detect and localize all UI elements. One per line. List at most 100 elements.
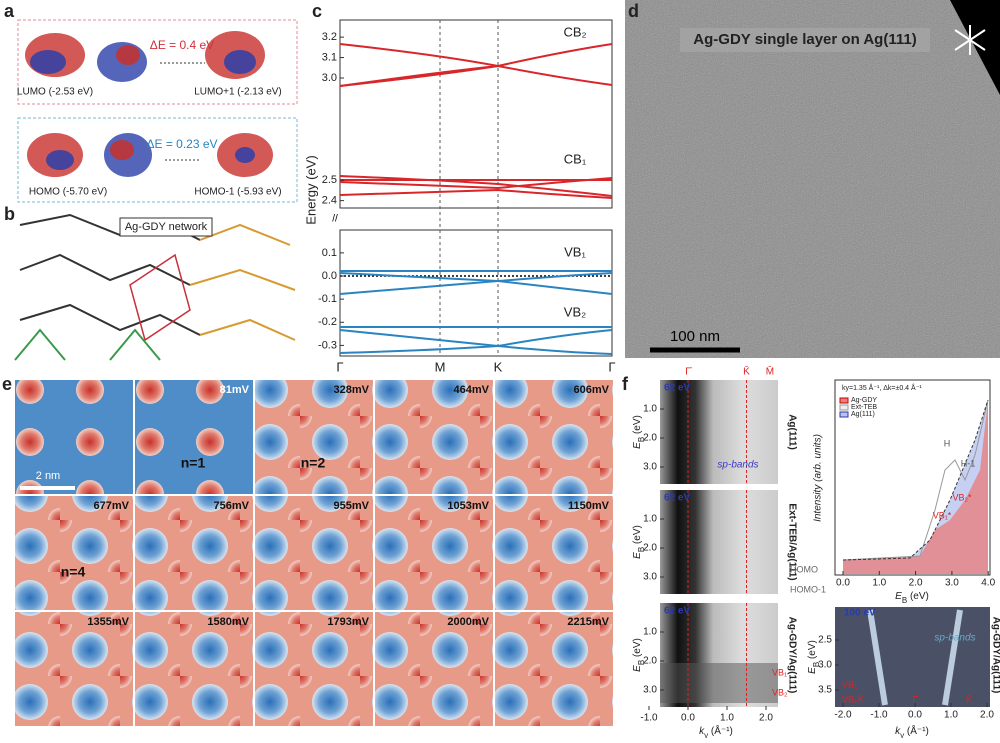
y-tick-label: 0.0	[322, 270, 337, 282]
network	[14, 213, 296, 361]
label: HOMO-1	[790, 584, 826, 594]
axis-label-part: B	[637, 660, 646, 665]
band-structure: //	[332, 19, 613, 357]
label: 1150mV	[568, 500, 610, 512]
stm-maps	[15, 380, 613, 726]
axis-label: EB (eV)	[632, 415, 646, 449]
x-tick-label: 2.0	[759, 713, 773, 724]
stm-map	[495, 380, 613, 494]
panel-label: f	[622, 374, 629, 394]
label: n=1	[181, 455, 206, 471]
axis-label-part: (eV)	[632, 638, 643, 660]
y-tick-label: -0.1	[318, 293, 337, 305]
y-tick-label: 3.5	[818, 685, 832, 696]
label: Γ̄	[685, 367, 693, 378]
label: K̄	[743, 365, 750, 378]
y-tick-label: 2.0	[643, 433, 657, 444]
y-tick-label: 3.0	[643, 685, 657, 696]
x-tick-label: 3.0	[945, 578, 959, 589]
axis-label: EB (eV)	[632, 525, 646, 559]
axis-label-part: (eV)	[907, 591, 929, 602]
axis-label: EB (eV)	[807, 640, 821, 674]
axis-label-part: k	[699, 726, 705, 737]
label: 328mV	[334, 384, 370, 396]
label: 62 eV	[664, 493, 690, 504]
axis-label-part: k	[895, 726, 901, 737]
x-tick-label: 0.0	[836, 578, 850, 589]
y-tick-label: 3.0	[643, 572, 657, 583]
label: K̄	[966, 694, 972, 704]
label: K	[494, 359, 503, 374]
stm-map	[135, 612, 253, 726]
label: n=4	[61, 564, 86, 580]
x-tick-label: 4.0	[981, 578, 995, 589]
x-tick-label: 2.0	[909, 578, 923, 589]
stm-map	[495, 612, 613, 726]
panel-label: e	[2, 374, 12, 394]
axis-label-part: E	[632, 442, 643, 449]
stm-map	[375, 496, 493, 610]
label: 756mV	[214, 500, 250, 512]
label: HOMO	[790, 564, 818, 574]
label: VB₂*	[952, 492, 971, 502]
stm-map	[135, 496, 253, 610]
x-tick-label: -2.0	[834, 710, 852, 721]
stm-map	[375, 380, 493, 494]
y-tick-label: 1.0	[643, 404, 657, 415]
panel-label: b	[4, 204, 15, 224]
label: Ag-GDY	[851, 397, 877, 404]
label: 2 nm	[36, 470, 60, 482]
label: 100 eV	[844, 608, 876, 619]
label: CB₁	[564, 151, 587, 166]
panel-label: a	[4, 1, 15, 21]
arpes-band	[660, 663, 778, 703]
label: Ag-GDY network	[125, 221, 208, 233]
stm-map	[15, 380, 133, 494]
label: Intensity (arb. units)	[813, 434, 824, 522]
axis-label: ky (Å⁻¹)	[699, 724, 733, 738]
label: VB₂	[842, 694, 858, 704]
axis-label: EB (eV)	[895, 591, 929, 605]
label: n=2	[301, 455, 326, 471]
label: Γ	[336, 359, 343, 374]
label: 62 eV	[664, 606, 690, 617]
label: Ag(111)	[851, 411, 875, 418]
label: 62 eV	[664, 383, 690, 394]
axis-label-part: B	[812, 662, 821, 667]
y-tick-label: 2.0	[643, 543, 657, 554]
axis-label: EB (eV)	[632, 638, 646, 672]
label: sp-bands	[717, 460, 758, 471]
y-tick-label: 1.0	[643, 627, 657, 638]
label: Ag-GDY single layer on Ag(111)	[693, 31, 916, 48]
label: Ag-GDY/Ag(111)	[786, 617, 797, 694]
label: Ag-GDY/Ag(111)	[990, 617, 1000, 694]
caption-box	[119, 217, 213, 237]
axis-label: ky (Å⁻¹)	[895, 724, 929, 738]
axis-label-part: (Å⁻¹)	[708, 724, 733, 737]
label: Ag(111)	[786, 414, 797, 450]
label: H-1	[961, 458, 976, 468]
label: 2000mV	[447, 616, 489, 628]
label: VB₁*	[933, 510, 952, 520]
y-tick-label: 3.2	[322, 31, 337, 43]
label: Ext-TEB	[851, 404, 877, 411]
axis-label-part: B	[637, 437, 646, 442]
label: K̄	[858, 694, 864, 704]
label: 2215mV	[567, 616, 609, 628]
label: sp-bands	[934, 633, 975, 644]
x-tick-label: 1.0	[872, 578, 886, 589]
y-tick-label: 2.0	[643, 656, 657, 667]
stm-map	[135, 380, 253, 494]
label: M̄	[766, 365, 774, 378]
stm-map	[255, 380, 373, 494]
label: VB₂	[564, 304, 586, 319]
panel-label: d	[628, 1, 639, 21]
y-tick-label: 3.0	[322, 72, 337, 84]
axis-label-part: E	[807, 667, 818, 674]
x-tick-label: 2.0	[980, 710, 994, 721]
y-tick-label: 2.5	[818, 635, 832, 646]
stm-map	[15, 496, 133, 610]
svg-text://: //	[332, 214, 338, 225]
label: H	[944, 438, 951, 448]
y-tick-label: -0.3	[318, 339, 337, 351]
